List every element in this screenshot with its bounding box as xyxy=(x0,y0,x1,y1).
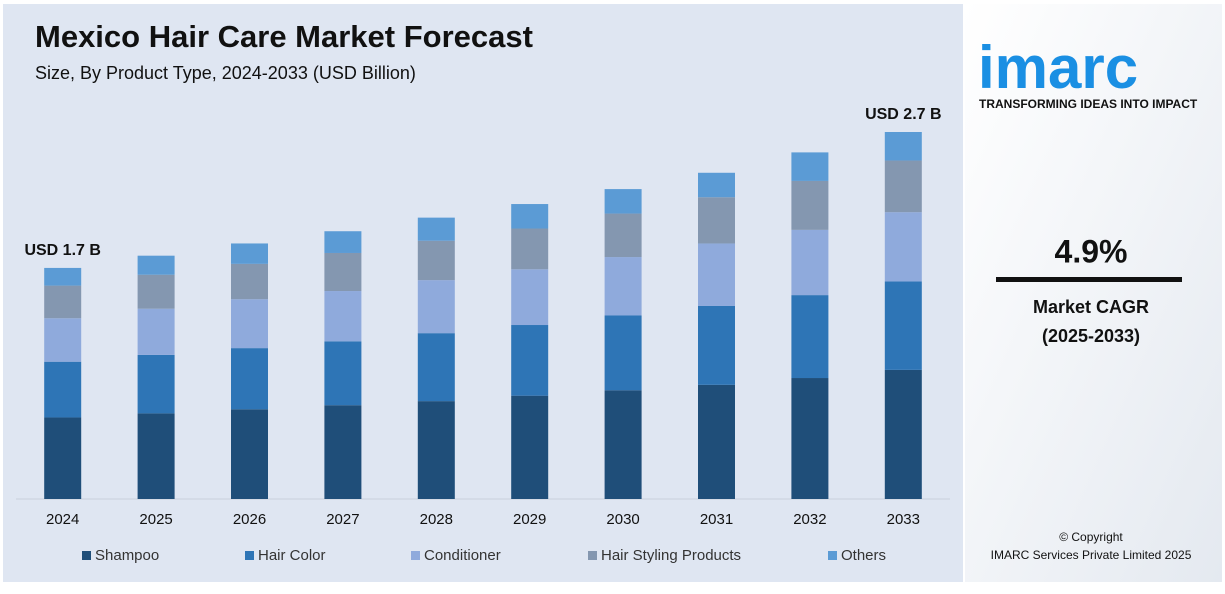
bar-segment xyxy=(511,325,549,396)
bar-segment xyxy=(417,280,455,334)
x-tick-label: 2026 xyxy=(233,511,266,528)
x-tick-label: 2030 xyxy=(606,511,639,528)
x-tick-label: 2033 xyxy=(887,511,920,528)
bar-segment xyxy=(137,413,175,499)
chart-subtitle: Size, By Product Type, 2024-2033 (USD Bi… xyxy=(35,63,416,83)
bar-segment xyxy=(698,243,735,306)
legend-swatch xyxy=(411,551,420,560)
legend-swatch xyxy=(82,551,91,560)
bar-segment xyxy=(324,341,362,406)
bar-segment xyxy=(324,231,362,253)
bar-segment xyxy=(44,417,82,499)
x-tick-label: 2025 xyxy=(139,511,172,528)
bar-segment xyxy=(698,172,735,198)
legend-swatch xyxy=(245,551,254,560)
bar-segment xyxy=(604,315,642,391)
bar-segment xyxy=(44,318,82,362)
bar-segment xyxy=(698,384,735,499)
bar-segment xyxy=(604,257,642,316)
bar-segment xyxy=(791,378,829,499)
company: IMARC Services Private Limited 2025 xyxy=(991,548,1192,562)
bar-segment xyxy=(231,243,268,264)
bar-segment xyxy=(884,212,922,282)
total-annotation: USD 2.7 B xyxy=(865,106,941,123)
cagr-label: Market CAGR xyxy=(1033,297,1149,317)
side-panel xyxy=(965,4,1222,582)
bar-segment xyxy=(137,354,175,414)
tagline: TRANSFORMING IDEAS INTO IMPACT xyxy=(979,97,1198,111)
bar-segment xyxy=(324,291,362,342)
legend-label: Shampoo xyxy=(95,547,159,564)
logo: imarc xyxy=(978,34,1138,101)
bar-segment xyxy=(324,405,362,499)
bar-segment xyxy=(791,229,829,296)
legend-label: Conditioner xyxy=(424,547,501,564)
legend-label: Others xyxy=(841,547,886,564)
bar-segment xyxy=(791,180,829,230)
x-tick-label: 2028 xyxy=(420,511,453,528)
bar-segment xyxy=(417,240,455,281)
x-tick-label: 2024 xyxy=(46,511,79,528)
cagr-period: (2025-2033) xyxy=(1042,326,1140,346)
bar-segment xyxy=(324,252,362,292)
x-tick-label: 2031 xyxy=(700,511,733,528)
bar-segment xyxy=(884,369,922,499)
copyright: © Copyright xyxy=(1059,530,1123,544)
bar-segment xyxy=(791,152,829,181)
x-tick-label: 2027 xyxy=(326,511,359,528)
legend-swatch xyxy=(828,551,837,560)
bar-segment xyxy=(231,299,268,349)
bar-segment xyxy=(417,401,455,499)
bar-segment xyxy=(791,295,829,379)
bar-segment xyxy=(137,308,175,355)
bar-segment xyxy=(417,217,455,241)
total-annotation: USD 1.7 B xyxy=(24,242,100,259)
cagr-value: 4.9% xyxy=(1055,233,1128,269)
legend-label: Hair Styling Products xyxy=(601,547,741,564)
bar-segment xyxy=(884,132,922,161)
bar-segment xyxy=(698,305,735,385)
bar-segment xyxy=(884,281,922,370)
bar-segment xyxy=(231,263,268,300)
bar-segment xyxy=(698,197,735,244)
divider xyxy=(996,277,1182,282)
bar-segment xyxy=(511,228,549,270)
chart-title: Mexico Hair Care Market Forecast xyxy=(35,19,533,54)
bar-segment xyxy=(417,333,455,402)
bar-segment xyxy=(231,409,268,499)
bar-segment xyxy=(137,255,175,275)
legend-label: Hair Color xyxy=(258,547,326,564)
legend-swatch xyxy=(588,551,597,560)
bar-segment xyxy=(137,274,175,309)
bar-segment xyxy=(511,269,549,326)
bar-segment xyxy=(884,160,922,213)
bar-segment xyxy=(44,361,82,418)
x-tick-label: 2032 xyxy=(793,511,826,528)
bar-segment xyxy=(604,390,642,499)
bar-segment xyxy=(511,204,549,229)
bar-segment xyxy=(511,395,549,499)
bar-segment xyxy=(604,189,642,214)
bar-segment xyxy=(44,285,82,319)
bar-segment xyxy=(604,213,642,258)
bar-segment xyxy=(231,348,268,410)
bar-segment xyxy=(44,267,82,286)
x-tick-label: 2029 xyxy=(513,511,546,528)
